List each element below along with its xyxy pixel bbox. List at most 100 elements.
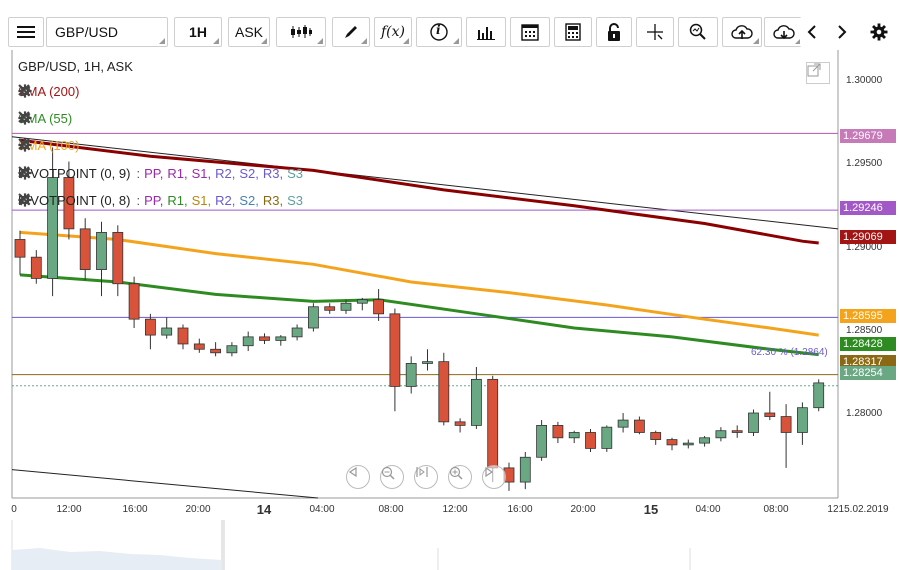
download-button[interactable] [764,17,804,47]
candle-body [177,327,189,345]
candle-body [487,378,499,469]
fit-icon [416,467,428,477]
candle-body [161,327,173,336]
calculator-button[interactable] [554,17,592,47]
candle-body [601,426,613,449]
candle-body [340,302,352,311]
cloud-download-icon [773,25,795,40]
menu-button[interactable] [8,17,44,47]
candle-body [552,424,564,439]
pivot2-s1: S1, [191,193,212,208]
candle-body [79,228,91,270]
nav-fit-button[interactable] [414,465,438,489]
upload-button[interactable] [722,17,762,47]
nav-next-button[interactable] [482,465,506,489]
time-axis-label: 16:00 [507,504,533,515]
price-tag-sma200: 1.29069 [840,230,896,244]
nav-zoom-out-button[interactable] [380,465,404,489]
candle-body [307,306,319,329]
indicators-button[interactable]: f(x) [374,17,412,47]
time-axis-label: 04:00 [695,504,721,515]
candle-body [356,299,368,304]
time-axis-label: 15 [643,502,659,517]
lock-button[interactable] [596,17,632,47]
price-chart[interactable] [0,50,899,570]
candle-body [715,430,727,439]
time-axis-label: 20:00 [185,504,211,515]
pivot2-sep: : [136,193,141,208]
candle-body [259,336,270,341]
zoom-tool-button[interactable] [678,17,718,47]
time-axis-label: 04:00 [309,504,335,515]
sma55-line [19,273,819,357]
candle-body [634,419,645,433]
price-type-label: ASK [234,24,263,40]
sma200-line [19,138,819,245]
legend-sma200-row: SMA (200) [18,84,91,99]
candle-body [30,256,42,279]
candle-body [682,442,694,446]
time-axis-label: 20:00 [570,504,596,515]
crosshair-icon [647,24,663,40]
candle-body [193,343,205,350]
nav-zoom-in-button[interactable] [448,465,472,489]
triangle-right-icon [485,466,494,478]
calendar-button[interactable] [510,17,550,47]
price-tag-sma55: 1.28428 [840,337,896,351]
crosshair-button[interactable] [636,17,674,47]
pivot2-r1: R1, [167,193,188,208]
triangle-left-icon [348,466,357,478]
pencil-icon [345,26,357,38]
candle-body [324,306,336,311]
trend-line-upper [11,136,839,230]
settings-button[interactable] [866,17,892,47]
interval-selector[interactable]: 1H [174,17,222,47]
candle-body [617,419,629,428]
chart-type-button[interactable] [276,17,326,47]
price-tag-pivot: 1.28317 [840,355,896,369]
time-axis-label: 12:00 [442,504,468,515]
pivot1-r2: R2, [215,166,236,181]
pivot1-sep: : [136,166,141,181]
volume-button[interactable] [466,17,506,47]
calculator-icon [565,23,581,41]
sma100-line [19,230,819,337]
candle-body [699,437,710,444]
time-axis-label: 1215.02.2019 [827,504,889,515]
legend-sma100-row: SMA (100) [18,138,91,153]
candle-body [144,318,156,336]
gear-icon [870,23,888,41]
candle-body [242,336,254,347]
symbol-selector[interactable]: GBP/USD [46,17,168,47]
pivot1-s3: S3 [287,166,303,181]
info-icon [430,23,448,41]
price-tag-last: 1.28254 [840,366,896,380]
scroll-left-button[interactable] [800,17,824,47]
candle-body [780,416,792,433]
candle-body [797,407,808,433]
nav-prev-button[interactable] [346,465,370,489]
candle-body [585,432,596,449]
price-type-selector[interactable]: ASK [228,17,270,47]
legend-pivot1-row: PIVOTPOINT (0, 9) : PP, R1, S1, R2, S2, … [18,166,315,181]
price-axis-label: 1.28000 [846,408,883,419]
info-button[interactable]: i [416,17,462,47]
price-axis-label: 1.29500 [846,158,883,169]
candlestick-icon [291,25,312,38]
price-axis-label: 1.30000 [846,75,883,86]
scroll-right-button[interactable] [830,17,854,47]
candle-body [47,177,58,279]
candle-body [112,231,124,285]
legend-sma55: SMA (55) [18,111,73,126]
chart-area[interactable]: GBP/USD, 1H, ASK SMA (200) SMA (55) SMA … [0,50,899,570]
overview-navigator[interactable] [0,520,899,570]
draw-tool-button[interactable] [332,17,370,47]
legend-pivot2-name: PIVOTPOINT (0, 8) [18,193,131,208]
candle-body [63,177,75,230]
time-axis-label: 08:00 [763,504,789,515]
chevron-left-icon [807,25,816,39]
price-axis-label: 1.29000 [846,242,883,253]
pivot1-pp: PP, [144,166,164,181]
expand-chart-button[interactable] [806,62,830,84]
legend-title: GBP/USD, 1H, ASK [18,59,133,74]
